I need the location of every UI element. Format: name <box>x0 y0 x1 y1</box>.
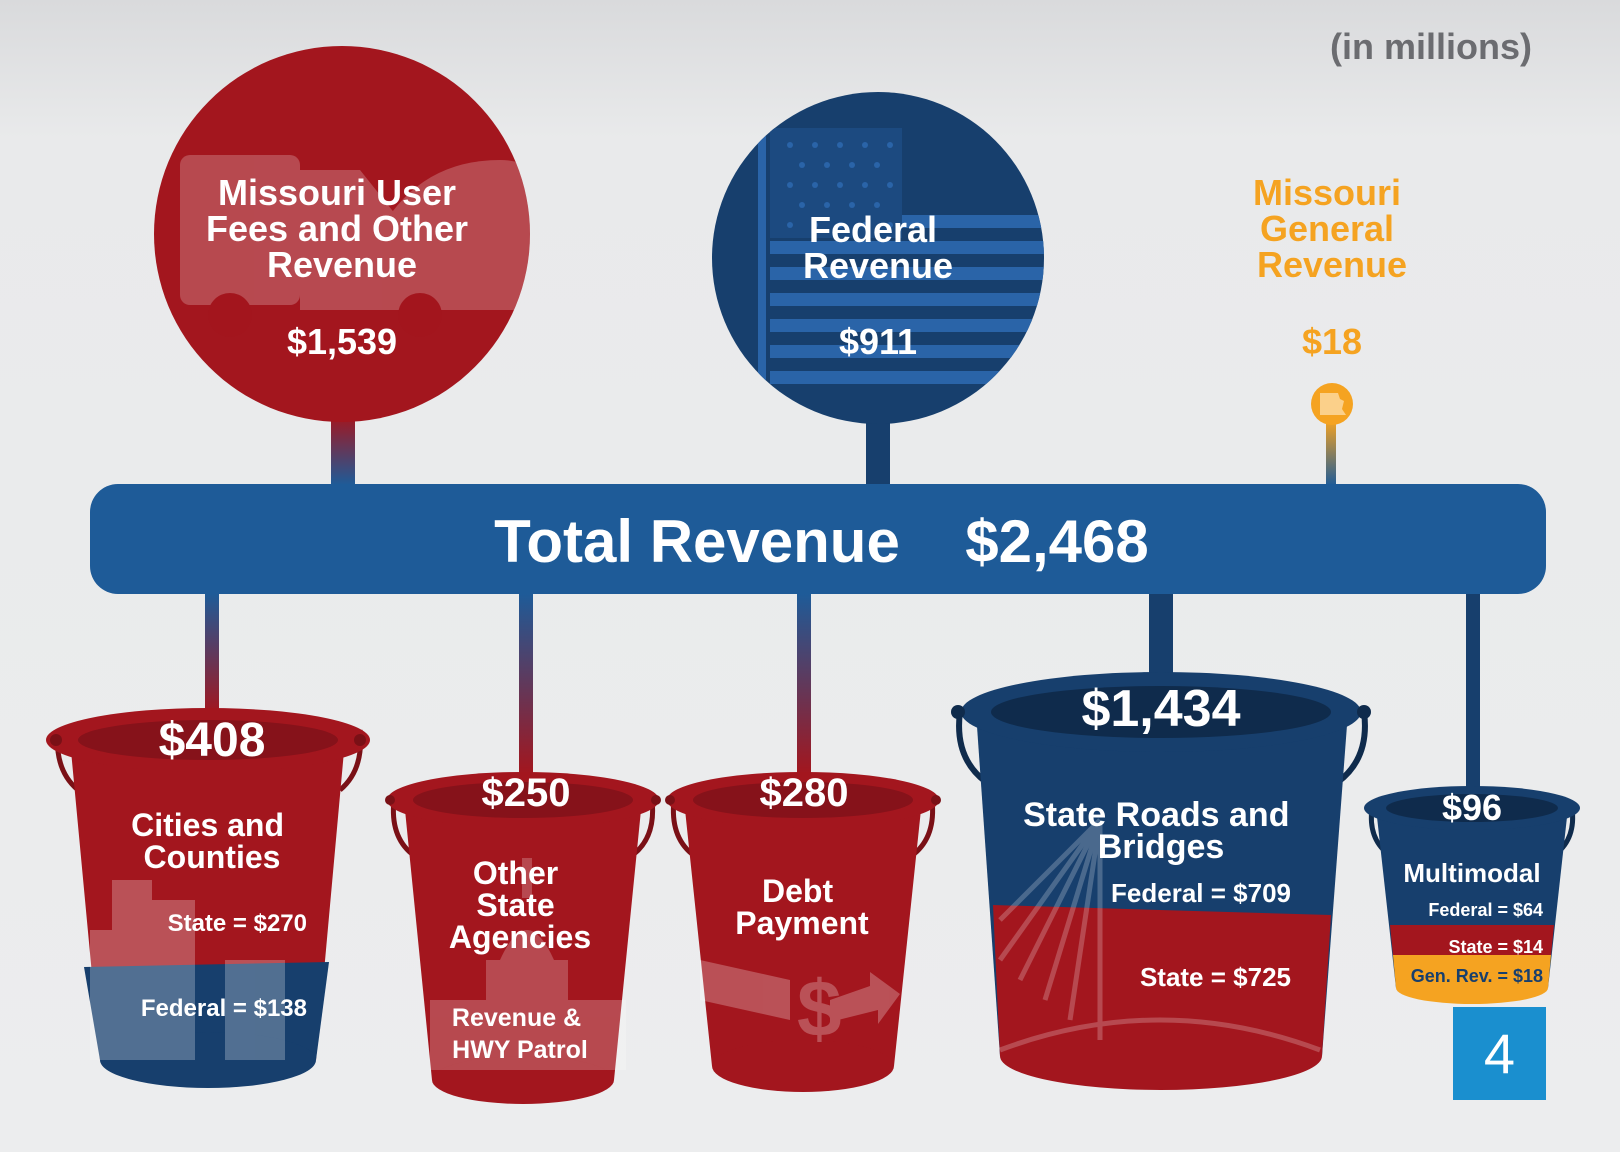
bucket-amount: $96 <box>1442 787 1502 828</box>
bucket-label: Other State Agencies <box>449 855 591 955</box>
general-revenue-label: Missouri General Revenue <box>1253 172 1411 285</box>
city-skyline-icon <box>90 880 285 1060</box>
flag-icon <box>758 128 1044 424</box>
bucket-label: Cities and Counties <box>131 807 293 875</box>
bucket-federal-portion <box>84 962 329 1060</box>
bucket-base <box>100 1032 316 1088</box>
bucket-cities-counties: $408 Cities and Counties State = $270 Fe… <box>46 708 370 1088</box>
federal-label: Federal Revenue <box>803 209 953 286</box>
bucket-amount: $280 <box>760 771 849 815</box>
source-user-fees: Missouri User Fees and Other Revenue $1,… <box>154 46 530 485</box>
bucket-base <box>432 1056 614 1104</box>
bucket-opening <box>693 782 913 818</box>
connector-stem <box>1149 594 1173 674</box>
bucket-state-portion <box>1390 925 1554 955</box>
bucket-connectors <box>205 594 1480 794</box>
connector-stem <box>205 594 219 714</box>
connector-stem <box>1326 420 1336 486</box>
bucket-base <box>1000 1022 1322 1090</box>
connector-stem <box>519 594 533 774</box>
total-revenue-amount: $2,468 <box>965 508 1149 575</box>
bucket-federal-amount: Federal = $64 <box>1428 900 1543 920</box>
truck-car-icon <box>180 155 530 337</box>
bucket-body <box>684 800 922 1066</box>
bucket-sub-label: Revenue & HWY Patrol <box>452 1004 588 1064</box>
bucket-state-roads-bridges: $1,434 State Roads and Bridges Federal =… <box>951 672 1371 1090</box>
units-note: (in millions) <box>1330 26 1532 67</box>
dollar-arrow-icon: $ <box>700 960 900 1053</box>
bucket-debt-payment: $ $280 Debt Payment <box>665 771 941 1092</box>
total-revenue-label: Total Revenue <box>494 508 900 575</box>
bucket-base <box>1396 972 1548 1004</box>
connector-stem <box>866 415 890 485</box>
bucket-opening <box>413 782 633 818</box>
total-bar-background <box>90 484 1546 594</box>
federal-amount: $911 <box>839 321 917 362</box>
bucket-other-state-agencies: $250 Other State Agencies Revenue & HWY … <box>385 771 661 1104</box>
bucket-base <box>712 1040 894 1092</box>
user-fees-circle <box>154 46 530 422</box>
bucket-label: Multimodal <box>1403 858 1540 888</box>
bucket-amount: $408 <box>159 714 266 767</box>
bucket-amount: $250 <box>482 771 571 815</box>
bucket-federal-amount: Federal = $138 <box>141 995 307 1022</box>
bucket-state-amount: State = $14 <box>1448 937 1543 957</box>
bucket-label: Debt Payment <box>735 873 869 941</box>
bucket-multimodal: $96 Multimodal Federal = $64 State = $14… <box>1364 786 1580 1004</box>
capitol-icon <box>430 858 626 1070</box>
connector-stem <box>1466 594 1480 794</box>
page-number-badge: 4 <box>1453 1007 1546 1100</box>
user-fees-label: Missouri User Fees and Other Revenue <box>206 172 478 285</box>
bucket-federal-amount: Federal = $709 <box>1111 878 1291 908</box>
bridge-icon <box>997 818 1321 1053</box>
source-federal: Federal Revenue $911 <box>712 92 1044 485</box>
source-general-revenue: Missouri General Revenue $18 <box>1253 172 1411 486</box>
total-revenue-bar: Total Revenue $2,468 <box>90 484 1546 594</box>
bucket-opening <box>1386 794 1558 822</box>
bucket-opening <box>78 720 338 760</box>
bucket-state-amount: State = $270 <box>168 910 307 937</box>
svg-text:$: $ <box>797 964 842 1053</box>
missouri-state-icon <box>1320 393 1346 415</box>
bucket-state-portion <box>993 905 1331 1056</box>
bucket-body <box>404 800 642 1080</box>
bucket-amount: $1,434 <box>1081 680 1240 738</box>
connector-stem <box>331 415 355 485</box>
bucket-opening <box>991 686 1331 738</box>
connector-stem <box>797 594 811 774</box>
bucket-general-revenue-amount: Gen. Rev. = $18 <box>1411 966 1543 986</box>
bucket-state-amount: State = $725 <box>1140 962 1291 992</box>
user-fees-amount: $1,539 <box>287 321 397 362</box>
general-revenue-amount: $18 <box>1302 321 1362 362</box>
bucket-label: State Roads and Bridges <box>1023 796 1299 866</box>
